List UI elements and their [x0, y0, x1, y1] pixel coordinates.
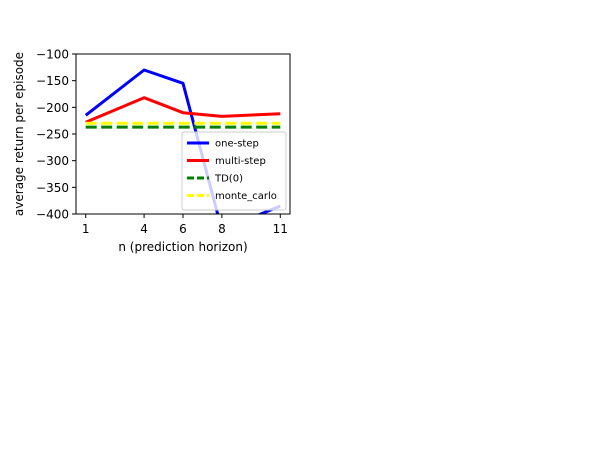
- y-axis-label: average return per episode: [12, 52, 26, 216]
- y-axis: −100 −150 −200 −250 −300 −350 −400: [36, 48, 76, 222]
- y-tick-label: −400: [36, 208, 69, 222]
- series-line-multi-step: [85, 96, 281, 124]
- x-tick-label: 6: [179, 222, 187, 236]
- x-tick-label: 4: [140, 222, 148, 236]
- x-tick-label: 11: [273, 222, 288, 236]
- x-axis: 1 4 6 8 11: [82, 214, 288, 236]
- x-tick-label: 1: [82, 222, 90, 236]
- legend-label: one-step: [215, 139, 259, 150]
- legend-label: monte_carlo: [215, 191, 277, 202]
- y-tick-label: −350: [36, 181, 69, 195]
- x-axis-label: n (prediction horizon): [118, 240, 247, 254]
- legend: one-step multi-step TD(0) monte_carlo: [181, 131, 287, 211]
- legend-label: multi-step: [215, 156, 266, 167]
- y-tick-label: −250: [36, 128, 69, 142]
- y-tick-label: −200: [36, 101, 69, 115]
- y-tick-label: −100: [36, 48, 69, 62]
- y-tick-label: −150: [36, 74, 69, 88]
- y-tick-label: −300: [36, 154, 69, 168]
- x-tick-label: 8: [218, 222, 226, 236]
- series-line-one-step: [84, 68, 281, 214]
- legend-box: [181, 131, 287, 211]
- legend-label: TD(0): [214, 174, 243, 185]
- series-layer: [84, 68, 281, 214]
